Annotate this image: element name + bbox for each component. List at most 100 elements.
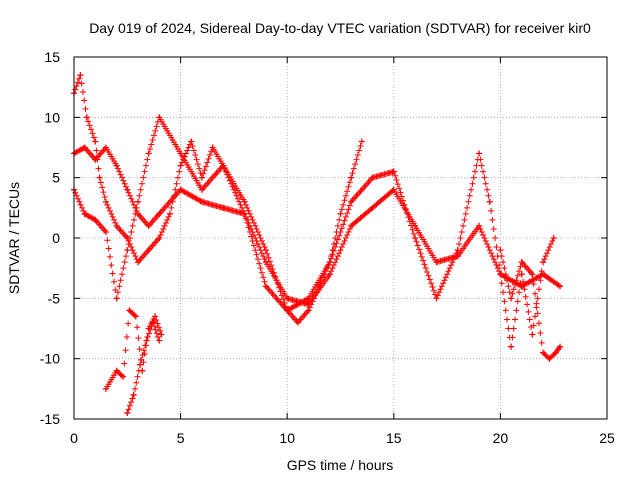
data-point [284, 307, 291, 314]
data-point [326, 259, 333, 266]
series-3 [102, 307, 165, 392]
data-point [497, 271, 504, 278]
data-point [508, 343, 515, 350]
series-4 [124, 319, 163, 416]
data-point [130, 391, 137, 398]
data-point [390, 168, 397, 175]
data-point [284, 295, 291, 302]
data-point [145, 222, 152, 229]
data-point [145, 247, 152, 254]
data-point [113, 162, 120, 169]
data-point [198, 174, 205, 181]
data-point [508, 295, 515, 302]
data-point [113, 222, 120, 229]
data-point [540, 259, 547, 266]
data-point [188, 138, 195, 145]
data-point [124, 409, 131, 416]
data-point [132, 313, 139, 320]
data-point [113, 295, 120, 302]
data-point [198, 198, 205, 205]
data-point [134, 198, 141, 205]
data-point [120, 373, 127, 380]
data-point [124, 186, 131, 193]
data-point [124, 247, 131, 254]
data-point [262, 247, 269, 254]
data-point [358, 138, 365, 145]
data-point [198, 186, 205, 193]
data-point [305, 307, 312, 314]
data-point [486, 198, 493, 205]
data-point [220, 204, 227, 211]
data-point [92, 216, 99, 223]
data-point [412, 235, 419, 241]
data-point [152, 313, 159, 320]
data-point [369, 174, 376, 181]
data-point [77, 72, 84, 79]
data-point [476, 150, 483, 157]
x-axis-label: GPS time / hours [287, 457, 394, 473]
plot-frame [73, 56, 608, 420]
data-point [550, 235, 557, 241]
y-tick-label: 5 [52, 170, 60, 186]
data-point [348, 198, 355, 205]
data-point [177, 150, 184, 157]
x-tick-label: 15 [386, 430, 402, 446]
data-point [529, 331, 536, 338]
x-tick-label: 5 [177, 430, 185, 446]
data-point [433, 259, 440, 266]
data-point [557, 283, 564, 290]
data-point [348, 174, 355, 181]
data-point [220, 162, 227, 169]
y-axis-label: SDTVAR / TECUs [6, 182, 22, 294]
data-point [92, 138, 99, 145]
data-point [113, 367, 120, 374]
data-point [497, 247, 504, 254]
y-tick-label: -15 [40, 411, 60, 427]
data-point [529, 271, 536, 278]
data-point [546, 355, 553, 362]
data-point [158, 331, 165, 338]
data-point [518, 259, 525, 266]
x-tick-label: 25 [599, 430, 615, 446]
data-point [454, 247, 461, 254]
data-point [540, 349, 547, 356]
x-tick-label: 10 [279, 430, 295, 446]
data-point [518, 271, 525, 278]
data-point [143, 337, 150, 344]
data-point [134, 259, 141, 266]
data-point [137, 361, 144, 368]
data-point [337, 210, 344, 217]
data-point [166, 210, 173, 217]
data-point [156, 235, 163, 241]
data-point [177, 162, 184, 169]
data-point [149, 319, 156, 326]
data-point [102, 228, 109, 235]
data-point [241, 198, 248, 205]
data-point [241, 210, 248, 217]
y-tick-label: 15 [44, 49, 60, 65]
data-point [102, 198, 109, 205]
data-point [126, 307, 133, 314]
data-point [557, 343, 564, 350]
y-tick-label: -5 [48, 290, 61, 306]
data-point [209, 144, 216, 151]
data-point [348, 222, 355, 229]
x-tick-label: 0 [70, 430, 78, 446]
data-point [390, 186, 397, 193]
data-point [81, 210, 88, 217]
data-point [518, 283, 525, 290]
data-point [156, 337, 163, 344]
y-tick-label: 10 [44, 109, 60, 125]
x-tick-label: 20 [493, 430, 509, 446]
tick-labels: 0 5 10 15 20 25 -15 -10 -5 0 5 10 15 [40, 49, 615, 446]
data-point [145, 150, 152, 157]
data-point [96, 174, 103, 181]
data-point [262, 283, 269, 290]
data-point [476, 222, 483, 229]
y-tick-label: 0 [52, 230, 60, 246]
data-point [102, 144, 109, 151]
data-point [83, 114, 90, 121]
data-point [540, 271, 547, 278]
data-point [156, 210, 163, 217]
